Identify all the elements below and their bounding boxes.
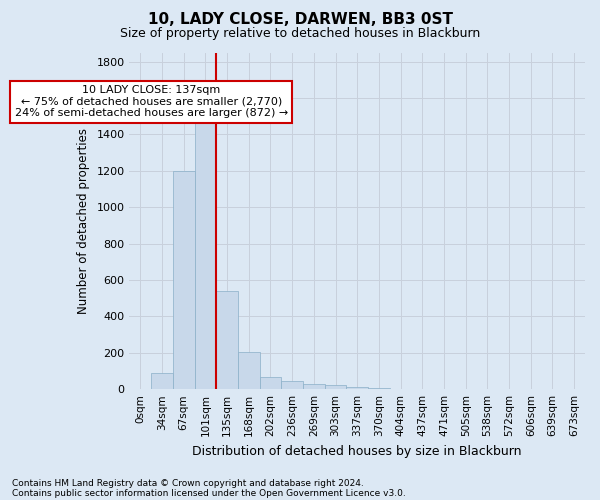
Bar xyxy=(173,171,194,389)
Bar xyxy=(303,384,325,389)
Bar xyxy=(260,378,281,389)
Text: 10 LADY CLOSE: 137sqm
← 75% of detached houses are smaller (2,770)
24% of semi-d: 10 LADY CLOSE: 137sqm ← 75% of detached … xyxy=(14,86,288,118)
X-axis label: Distribution of detached houses by size in Blackburn: Distribution of detached houses by size … xyxy=(193,444,522,458)
Text: Contains HM Land Registry data © Crown copyright and database right 2024.: Contains HM Land Registry data © Crown c… xyxy=(12,478,364,488)
Bar xyxy=(151,373,173,389)
Bar xyxy=(368,388,390,389)
Bar xyxy=(346,388,368,389)
Bar xyxy=(281,381,303,389)
Bar xyxy=(216,291,238,389)
Bar xyxy=(194,122,216,389)
Text: Size of property relative to detached houses in Blackburn: Size of property relative to detached ho… xyxy=(120,28,480,40)
Text: Contains public sector information licensed under the Open Government Licence v3: Contains public sector information licen… xyxy=(12,488,406,498)
Bar xyxy=(238,352,260,389)
Bar xyxy=(325,384,346,389)
Text: 10, LADY CLOSE, DARWEN, BB3 0ST: 10, LADY CLOSE, DARWEN, BB3 0ST xyxy=(148,12,452,28)
Y-axis label: Number of detached properties: Number of detached properties xyxy=(77,128,89,314)
